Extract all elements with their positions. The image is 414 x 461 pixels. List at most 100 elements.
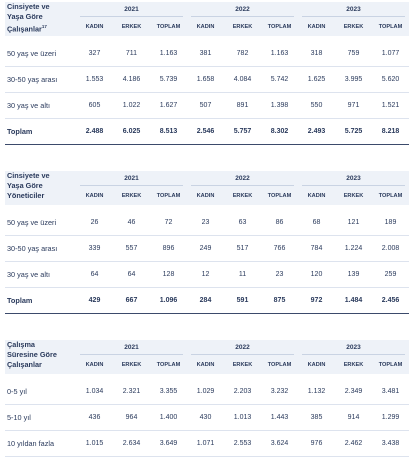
- column-header: TOPLAM: [378, 24, 403, 30]
- table-cell: 3.438: [381, 440, 400, 447]
- table-cell: 1.224: [344, 245, 363, 252]
- column-header: TOPLAM: [156, 193, 181, 199]
- table-cell: 64: [90, 271, 99, 278]
- column-header: ERKEK: [343, 193, 364, 199]
- header-background: [5, 2, 409, 36]
- column-header: KADIN: [196, 24, 215, 30]
- year-label: 2022: [187, 3, 298, 17]
- table-cell: 5.739: [159, 76, 178, 83]
- table-cell: 3.995: [344, 76, 363, 83]
- table-cell: 1.071: [196, 440, 215, 447]
- table-cell: 3.624: [270, 440, 289, 447]
- table-cell: 1.013: [233, 414, 252, 421]
- table-cell: 2.462: [344, 440, 363, 447]
- table-cell: 964: [125, 414, 138, 421]
- table-body: 50 yaş ve üzeri 327 711 1.163 381 782 1.163 318…: [5, 41, 409, 145]
- table-cell: 318: [310, 50, 323, 57]
- row-label: 30-50 yaş arası: [7, 244, 58, 253]
- column-header: ERKEK: [343, 362, 364, 368]
- row-values: 339 557 896 249 517 766 784 1.224 2.008: [76, 245, 409, 252]
- row-label: 50 yaş ve üzeri: [7, 218, 57, 227]
- table-cell: 1.163: [270, 50, 289, 57]
- table-title-line: Yaşa Göre: [7, 181, 43, 190]
- table-cell: 2.321: [122, 388, 141, 395]
- table-cell: 6.025: [122, 128, 141, 135]
- table-cell: 429: [88, 297, 101, 304]
- table-cell: 914: [347, 414, 360, 421]
- table-cell: 605: [88, 102, 101, 109]
- table-header: Çalışma Süresine Göre Çalışanlar 2021 2022 20…: [5, 338, 409, 376]
- table-cell: 976: [310, 440, 323, 447]
- row-label: 30 yaş ve altı: [7, 270, 50, 279]
- row-values: 64 64 128 12 11 23 120 139 259: [76, 271, 409, 278]
- table-cell: 327: [88, 50, 101, 57]
- header-background: [5, 340, 409, 374]
- table-row: 30 yaş ve altı 64 64 128 12 11 23 120 139 259: [5, 262, 409, 288]
- row-values: 1.015 2.634 3.649 1.071 2.553 3.624 976 2.462 3.…: [76, 440, 409, 447]
- table-cell: 259: [384, 271, 397, 278]
- row-label: 30-50 yaş arası: [7, 75, 58, 84]
- year-label: 2021: [76, 172, 187, 186]
- table-cell: 339: [88, 245, 101, 252]
- footnote-marker: 17: [41, 24, 47, 29]
- table-row: 50 yaş ve üzeri 26 46 72 23 63 86 68 121 189: [5, 210, 409, 236]
- row-values: 436 964 1.400 430 1.013 1.443 385 914 1.299: [76, 414, 409, 421]
- column-header: KADIN: [307, 24, 326, 30]
- total-row: Toplam 429 667 1.096 284 591 875 972 1.484 2.456: [5, 288, 409, 314]
- table-header: Cinsiyete ve Yaşa Göre Çalışanlar17 2021 202…: [5, 0, 409, 38]
- year-label: 2023: [298, 3, 409, 17]
- table-cell: 23: [275, 271, 284, 278]
- table-cell: 784: [310, 245, 323, 252]
- table-cell: 875: [273, 297, 286, 304]
- table-title: Cinsiyete ve Yaşa Göre Yöneticiler: [7, 171, 77, 201]
- table-title: Cinsiyete ve Yaşa Göre Çalışanlar17: [7, 2, 77, 34]
- table-cell: 1.132: [307, 388, 326, 395]
- row-values: 429 667 1.096 284 591 875 972 1.484 2.456: [76, 297, 409, 304]
- table-managers-by-gender-age: Cinsiyete ve Yaşa Göre Yöneticiler 2021 2022…: [5, 169, 409, 314]
- table-cell: 436: [88, 414, 101, 421]
- row-values: 2.488 6.025 8.513 2.546 5.757 8.302 2.493 5.725…: [76, 128, 409, 135]
- table-cell: 1.096: [159, 297, 178, 304]
- table-cell: 5.725: [344, 128, 363, 135]
- table-cell: 8.302: [270, 128, 289, 135]
- table-cell: 782: [236, 50, 249, 57]
- table-cell: 1.521: [381, 102, 400, 109]
- table-row: 5-10 yıl 436 964 1.400 430 1.013 1.443 385 914 1.…: [5, 405, 409, 431]
- table-cell: 1.658: [196, 76, 215, 83]
- year-header-row: 2021 2022 2023: [76, 3, 409, 17]
- table-title: Çalışma Süresine Göre Çalışanlar: [7, 340, 77, 370]
- table-cell: 550: [310, 102, 323, 109]
- table-cell: 3.649: [159, 440, 178, 447]
- table-cell: 1.627: [159, 102, 178, 109]
- table-cell: 1.034: [85, 388, 104, 395]
- year-label: 2021: [76, 3, 187, 17]
- column-header: ERKEK: [232, 193, 253, 199]
- table-cell: 3.232: [270, 388, 289, 395]
- table-cell: 2.553: [233, 440, 252, 447]
- table-cell: 667: [125, 297, 138, 304]
- column-header: TOPLAM: [156, 24, 181, 30]
- row-values: 327 711 1.163 381 782 1.163 318 759 1.077: [76, 50, 409, 57]
- table-cell: 8.218: [381, 128, 400, 135]
- table-cell: 385: [310, 414, 323, 421]
- table-cell: 5.757: [233, 128, 252, 135]
- column-header: KADIN: [196, 193, 215, 199]
- column-header: ERKEK: [121, 362, 142, 368]
- table-cell: 971: [347, 102, 360, 109]
- row-values: 1.034 2.321 3.355 1.029 2.203 3.232 1.132 2.349…: [76, 388, 409, 395]
- table-cell: 381: [199, 50, 212, 57]
- table-cell: 3.481: [381, 388, 400, 395]
- table-body: 50 yaş ve üzeri 26 46 72 23 63 86 68 121 189 30-50…: [5, 210, 409, 314]
- table-employees-by-gender-age: Cinsiyete ve Yaşa Göre Çalışanlar17 2021 202…: [5, 0, 409, 145]
- column-header: KADIN: [85, 193, 104, 199]
- table-cell: 430: [199, 414, 212, 421]
- table-cell: 1.015: [85, 440, 104, 447]
- year-header-row: 2021 2022 2023: [76, 341, 409, 355]
- table-employees-by-tenure: Çalışma Süresine Göre Çalışanlar 2021 2022 20…: [5, 338, 409, 457]
- table-cell: 72: [164, 219, 173, 226]
- year-label: 2022: [187, 172, 298, 186]
- row-label: 30 yaş ve altı: [7, 101, 50, 110]
- column-header: ERKEK: [121, 193, 142, 199]
- table-row: 30-50 yaş arası 339 557 896 249 517 766 784 1.22…: [5, 236, 409, 262]
- table-title-line: Süresine Göre: [7, 350, 57, 359]
